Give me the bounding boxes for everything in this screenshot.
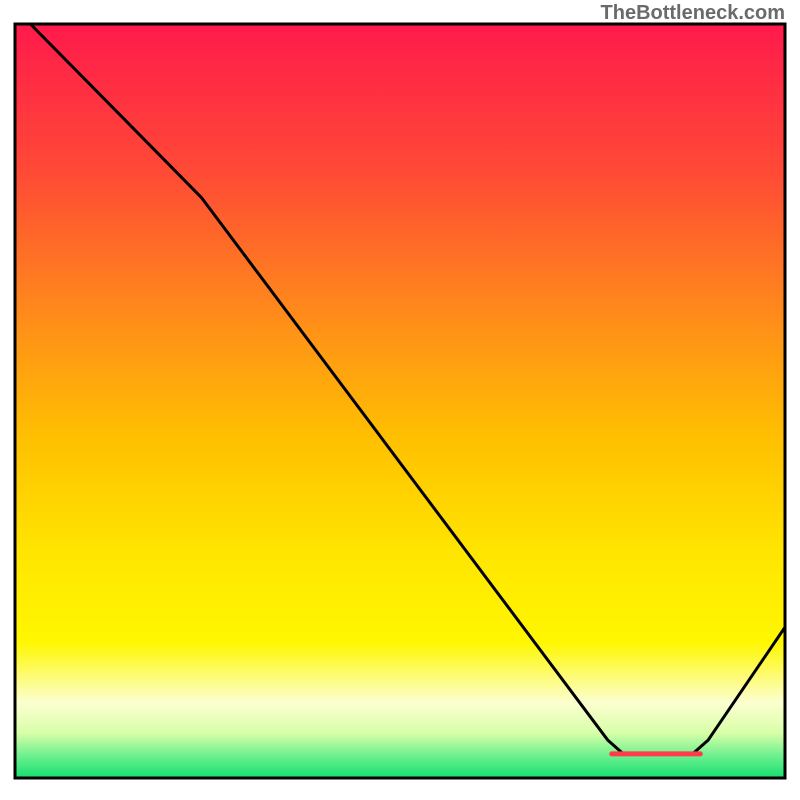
- watermark-label: TheBottleneck.com: [601, 2, 785, 25]
- gradient-background: [15, 24, 785, 778]
- bottleneck-chart: TheBottleneck.com: [0, 0, 800, 800]
- chart-svg: [0, 0, 800, 800]
